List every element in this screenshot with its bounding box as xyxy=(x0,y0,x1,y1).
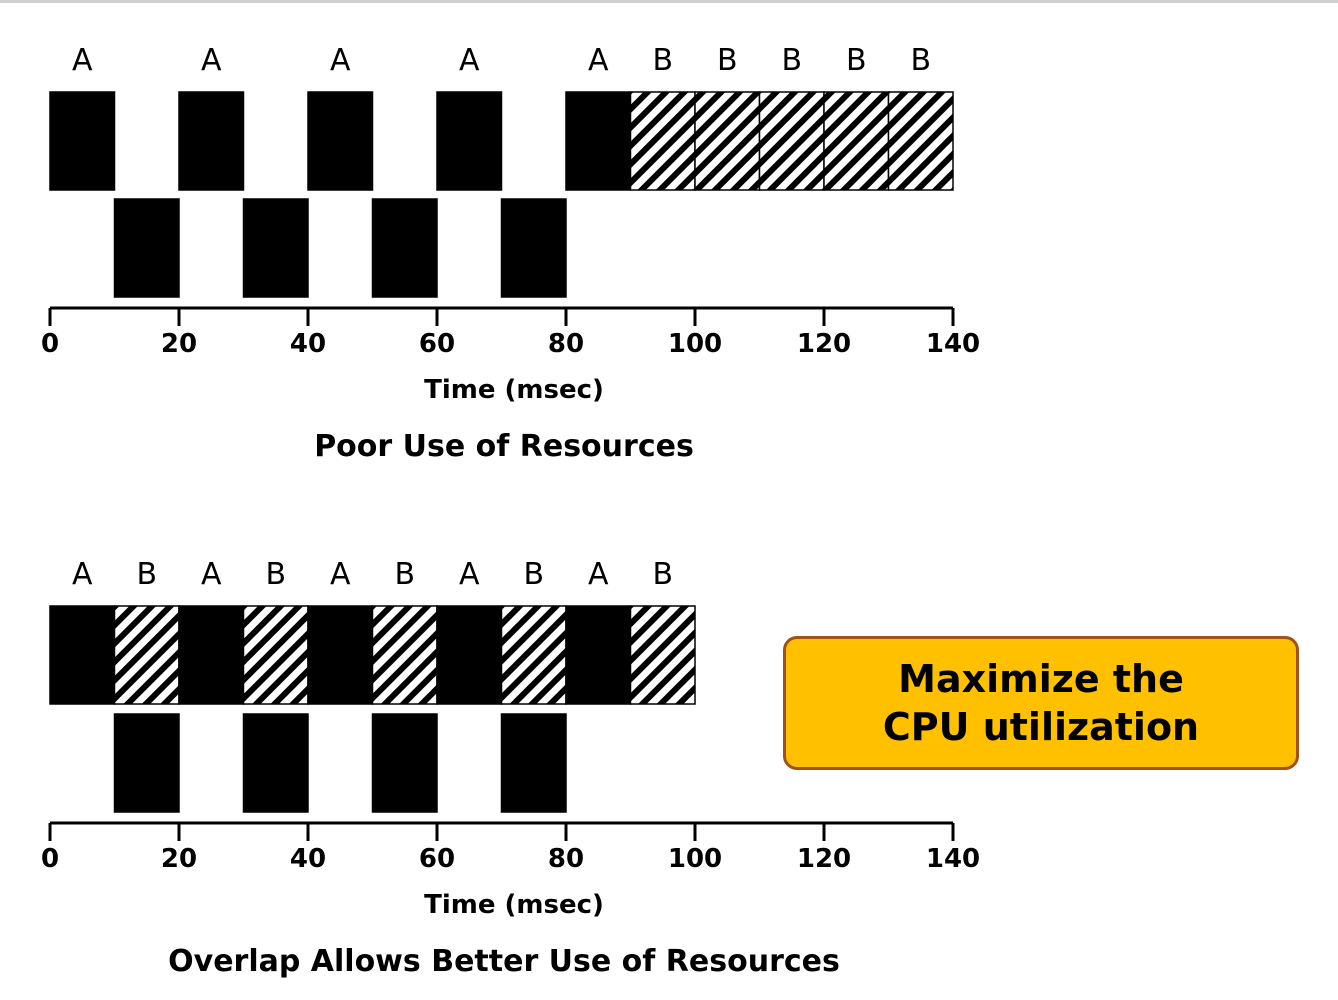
time-axis: 0 20 40 60 80 100 120 140 xyxy=(41,821,980,874)
process-label-b: B xyxy=(652,557,673,592)
process-label-b: B xyxy=(523,557,544,592)
axis-title: Time (msec) xyxy=(424,375,604,405)
process-label-b: B xyxy=(136,557,157,592)
cpu-utilization-callout: Maximize the CPU utilization xyxy=(783,636,1299,770)
cpu-burst-a xyxy=(49,91,116,191)
cpu-burst-a xyxy=(178,91,245,191)
process-label-b: B xyxy=(846,43,867,78)
cpu-burst-b xyxy=(887,91,954,191)
top-border-line xyxy=(0,0,1338,3)
cpu-burst-a xyxy=(307,605,374,705)
axis-tick-label: 100 xyxy=(668,329,722,359)
process-label-a: A xyxy=(588,557,609,592)
cpu-burst-b xyxy=(823,91,890,191)
cpu-burst-a xyxy=(565,91,632,191)
cpu-burst-a xyxy=(436,91,503,191)
cpu-burst-b xyxy=(113,605,180,705)
axis-tick-label: 60 xyxy=(419,329,455,359)
io-burst xyxy=(113,713,180,813)
cpu-burst-a xyxy=(565,605,632,705)
process-label-b: B xyxy=(265,557,286,592)
io-burst xyxy=(371,713,438,813)
io-burst xyxy=(113,198,180,298)
panel-poor-use: A A A A A B B B B B 0 20 40 60 80 100 120 140 Time (msec… xyxy=(41,43,980,464)
cpu-burst-b xyxy=(242,605,309,705)
cpu-burst-b xyxy=(500,605,567,705)
cpu-burst-b xyxy=(629,91,696,191)
cpu-burst-b xyxy=(758,91,825,191)
process-label-a: A xyxy=(72,557,93,592)
io-row xyxy=(113,198,567,298)
axis-tick-label: 120 xyxy=(797,329,851,359)
process-label-a: A xyxy=(588,43,609,78)
axis-tick-label: 80 xyxy=(548,329,584,359)
process-label-a: A xyxy=(459,557,480,592)
panel-caption: Poor Use of Resources xyxy=(314,429,694,464)
process-label-b: B xyxy=(781,43,802,78)
cpu-burst-b xyxy=(694,91,761,191)
axis-tick-label: 0 xyxy=(41,844,59,874)
callout-line-2: CPU utilization xyxy=(882,705,1200,749)
panel-overlap: A B A B A B A B A B 0 20 40 60 80 100 120 140 Time (msec… xyxy=(41,557,980,979)
io-burst xyxy=(242,198,309,298)
panel-caption: Overlap Allows Better Use of Resources xyxy=(168,944,840,979)
axis-tick-label: 60 xyxy=(419,844,455,874)
callout-text: Maximize the CPU utilization xyxy=(883,655,1199,751)
callout-line-1: Maximize the xyxy=(898,657,1184,701)
io-burst xyxy=(242,713,309,813)
io-burst xyxy=(500,198,567,298)
process-label-a: A xyxy=(201,557,222,592)
process-label-b: B xyxy=(394,557,415,592)
axis-tick-label: 40 xyxy=(290,844,326,874)
cpu-burst-a xyxy=(178,605,245,705)
process-label-a: A xyxy=(330,43,351,78)
axis-tick-label: 100 xyxy=(668,844,722,874)
cpu-burst-a xyxy=(307,91,374,191)
axis-tick-label: 40 xyxy=(290,329,326,359)
io-row xyxy=(113,713,567,813)
time-axis: 0 20 40 60 80 100 120 140 xyxy=(41,306,980,359)
cpu-burst-b xyxy=(629,605,696,705)
process-label-b: B xyxy=(910,43,931,78)
process-label-b: B xyxy=(717,43,738,78)
io-burst xyxy=(500,713,567,813)
process-label-a: A xyxy=(201,43,222,78)
io-burst xyxy=(371,198,438,298)
axis-tick-label: 120 xyxy=(797,844,851,874)
axis-title: Time (msec) xyxy=(424,890,604,920)
cpu-row xyxy=(49,91,954,191)
process-label-a: A xyxy=(459,43,480,78)
process-label-a: A xyxy=(72,43,93,78)
axis-tick-label: 20 xyxy=(161,329,197,359)
process-label-b: B xyxy=(652,43,673,78)
axis-tick-label: 80 xyxy=(548,844,584,874)
axis-tick-label: 20 xyxy=(161,844,197,874)
process-label-a: A xyxy=(330,557,351,592)
axis-tick-label: 0 xyxy=(41,329,59,359)
cpu-burst-b xyxy=(371,605,438,705)
axis-tick-label: 140 xyxy=(926,844,980,874)
axis-tick-label: 140 xyxy=(926,329,980,359)
cpu-burst-a xyxy=(436,605,503,705)
cpu-burst-a xyxy=(49,605,116,705)
cpu-row xyxy=(49,605,696,705)
